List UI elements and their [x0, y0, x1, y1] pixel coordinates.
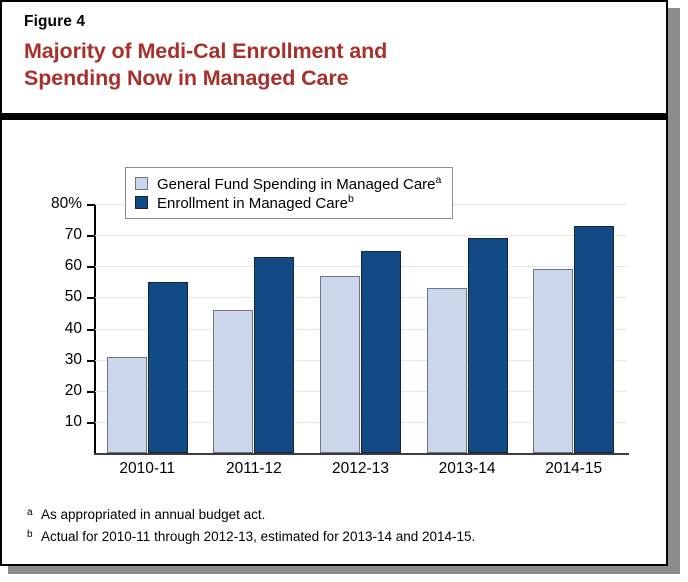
gridline	[94, 266, 627, 268]
legend-label-2: Enrollment in Managed Careb	[157, 193, 354, 212]
bar-2012-13-series-1	[320, 275, 360, 453]
figure-panel: Figure 4 Majority of Medi-Cal Enrollment…	[0, 0, 668, 566]
y-axis-tick	[87, 297, 95, 300]
bar-2010-11-series-1	[106, 356, 147, 453]
legend-item-2: Enrollment in Managed Careb	[135, 193, 441, 212]
figure-title-line-1: Majority of Medi-Cal Enrollment and	[24, 39, 388, 63]
bar-2011-12-series-1	[213, 309, 254, 453]
gridline	[94, 359, 627, 361]
figure-title: Majority of Medi-Cal Enrollment and Spen…	[24, 38, 666, 93]
x-axis-label-2010-11: 2010-11	[119, 460, 176, 477]
y-axis-label: 20	[64, 381, 82, 399]
bar-2014-15-series-2	[574, 225, 615, 453]
gridline	[94, 421, 627, 423]
legend-item-1: General Fund Spending in Managed Carea	[135, 174, 441, 193]
footnote-text-b: Actual for 2010-11 through 2012-13, esti…	[41, 528, 476, 544]
legend-swatch-2	[135, 196, 148, 209]
figure-header: Figure 4 Majority of Medi-Cal Enrollment…	[2, 2, 666, 93]
y-axis-tick	[87, 421, 95, 424]
y-axis-tick	[87, 390, 95, 393]
x-axis-line	[94, 453, 629, 455]
y-axis-labels: 80% 70 60 50 40 30 20 10	[2, 120, 82, 500]
chart-legend: General Fund Spending in Managed Carea En…	[125, 167, 454, 219]
bar-2014-15-series-1	[533, 269, 574, 453]
x-axis-label-2011-12: 2011-12	[226, 460, 282, 477]
footnote-marker-b: b	[27, 528, 33, 540]
figure-number: Figure 4	[24, 13, 86, 30]
gridline	[94, 328, 627, 330]
footnote-text-a: As appropriated in annual budget act.	[41, 507, 266, 522]
y-axis-tick	[87, 328, 95, 331]
y-axis-label: 60	[64, 257, 82, 275]
legend-footnote-marker-2: b	[347, 193, 354, 205]
bar-2011-12-series-2	[254, 256, 295, 453]
plot-area	[94, 204, 627, 453]
header-divider	[2, 113, 666, 120]
gridline	[94, 297, 627, 299]
x-axis-label-2014-15: 2014-15	[545, 460, 603, 477]
legend-swatch-1	[135, 177, 148, 190]
figure-title-line-2: Spending Now in Managed Care	[24, 66, 349, 91]
footnote-b: b Actual for 2010-11 through 2012-13, est…	[27, 529, 637, 546]
y-axis-label: 10	[64, 412, 82, 430]
x-axis-label-2012-13: 2012-13	[332, 460, 389, 477]
legend-label-1: General Fund Spending in Managed Carea	[157, 174, 442, 193]
bar-2013-14-series-1	[426, 288, 467, 453]
y-axis-label: 70	[64, 226, 82, 244]
legend-footnote-marker-1: a	[435, 174, 442, 186]
y-axis-tick	[87, 266, 95, 269]
gridline	[94, 235, 627, 237]
y-axis-tick	[87, 359, 95, 362]
y-axis-label: 80%	[50, 195, 82, 212]
bar-2010-11-series-2	[147, 281, 188, 453]
x-axis-label-2013-14: 2013-14	[438, 460, 496, 477]
y-axis-label: 30	[64, 350, 82, 368]
y-axis-tick	[87, 235, 95, 238]
footnote-a: a As appropriated in annual budget act.	[27, 507, 637, 524]
gridline	[94, 390, 627, 392]
y-axis-tick	[87, 204, 95, 206]
footnote-marker-a: a	[27, 507, 33, 518]
chart-area: 80% 70 60 50 40 30 20 10 General Fund Spending …	[2, 120, 666, 500]
y-axis-label: 50	[64, 288, 82, 306]
y-axis-label: 40	[64, 319, 82, 337]
bar-2012-13-series-2	[361, 250, 401, 453]
bar-2013-14-series-2	[467, 238, 508, 453]
footnotes: a As appropriated in annual budget act. b A…	[27, 507, 637, 551]
